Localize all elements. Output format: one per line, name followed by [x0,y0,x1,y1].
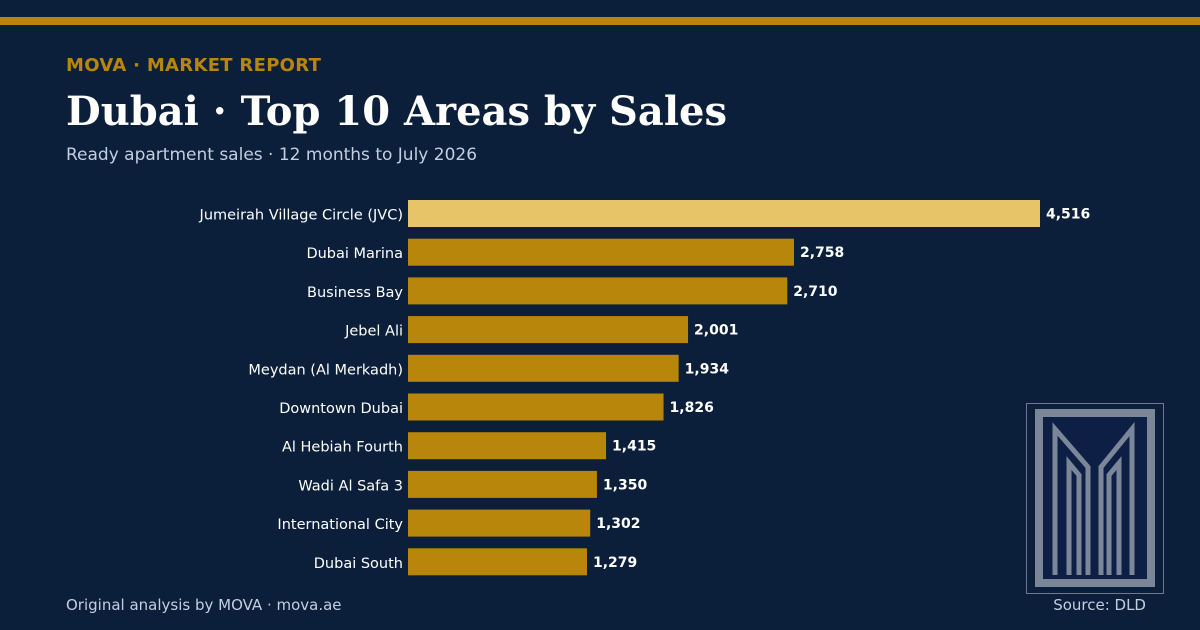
chart-title: Dubai · Top 10 Areas by Sales [66,88,727,135]
value-label: 2,758 [800,245,844,261]
bar [408,200,1040,227]
footer-source: Source: DLD [1053,596,1146,614]
category-label: Dubai South [314,556,403,572]
value-label: 1,415 [612,439,656,455]
value-label: 1,302 [596,516,640,532]
bar [408,316,689,344]
category-label: Jumeirah Village Circle (JVC) [199,208,403,224]
bar [408,470,597,498]
bar [408,432,607,460]
category-label: Downtown Dubai [279,401,403,417]
chart-subtitle: Ready apartment sales · 12 months to Jul… [66,145,478,165]
category-label: Business Bay [307,285,403,301]
bar [408,509,591,537]
category-label: Al Hebiah Fourth [282,440,403,456]
bar [408,277,788,305]
category-label: Wadi Al Safa 3 [298,478,403,494]
report-kicker: MOVA · MARKET REPORT [66,55,322,76]
value-label: 1,279 [593,555,637,571]
category-label: Dubai Marina [306,246,403,262]
value-label: 2,001 [694,323,738,339]
category-label: Jebel Ali [344,324,403,340]
mova-logo-icon [1026,403,1164,594]
value-label: 2,710 [793,284,838,300]
value-label: 1,934 [685,361,730,377]
bar [408,548,587,576]
top-accent-bar [0,17,1200,25]
bar [408,238,794,266]
footer-credit: Original analysis by MOVA · mova.ae [66,596,342,614]
category-label: Meydan (Al Merkadh) [248,362,403,378]
bar [408,393,664,421]
value-label: 4,516 [1046,207,1090,223]
value-label: 1,826 [670,400,714,416]
value-label: 1,350 [603,477,648,493]
category-label: International City [277,517,403,533]
bar [408,354,679,382]
